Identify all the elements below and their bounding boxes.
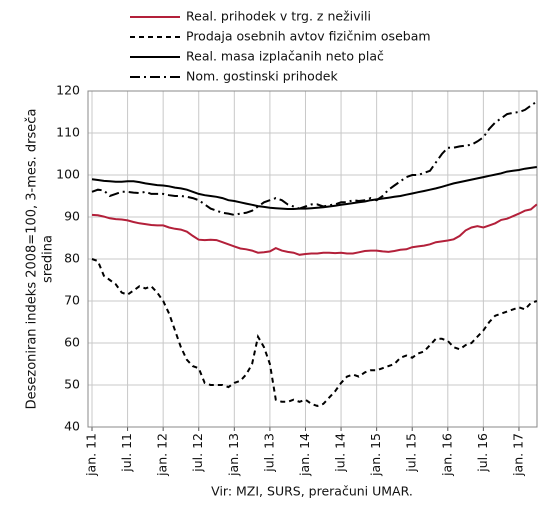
x-tick-label: jan. 11 [84,433,99,477]
x-tick-label: jan. 16 [439,433,454,477]
series-line [91,100,538,216]
legend-label: Prodaja osebnih avtov fizičnim osebam [186,29,431,44]
x-tick-label: jan. 13 [226,433,241,477]
y-tick-label: 120 [56,83,80,98]
x-tick-label: jul. 16 [475,433,490,473]
legend-label: Real. prihodek v trg. z neživili [186,9,371,24]
y-tick-label: 70 [64,293,80,308]
series-line [91,258,538,408]
x-tick-label: jul. 13 [261,433,276,473]
x-tick-label: jan. 17 [510,433,525,477]
plot-frame [87,90,538,428]
x-tick-label: jul. 14 [333,433,348,473]
y-tick-label: 110 [56,125,80,140]
y-tick-label: 100 [56,167,80,182]
legend-label: Nom. gostinski prihodek [186,69,338,84]
x-tick-label: jul. 11 [119,433,134,473]
series-line [91,166,537,210]
x-tick-label: jan. 12 [155,433,170,477]
y-axis-label: Desezoniran indeks 2008=100, 3-mes. drse… [25,109,40,410]
legend-label: Real. masa izplačanih neto plač [186,49,384,64]
y-tick-label: 60 [64,335,80,350]
y-axis-label: sredina [41,235,56,283]
y-tick-label: 50 [64,377,80,392]
x-tick-label: jul. 12 [190,433,205,473]
source: Vir: MZI, SURS, preračuni UMAR. [211,484,413,499]
x-tick-label: jul. 15 [404,433,419,473]
x-tick-label: jan. 14 [297,433,312,477]
x-tick-label: jan. 15 [368,433,383,477]
y-tick-label: 90 [64,209,80,224]
y-tick-label: 80 [64,251,80,266]
y-tick-label: 40 [64,419,80,434]
series-line [91,203,538,256]
